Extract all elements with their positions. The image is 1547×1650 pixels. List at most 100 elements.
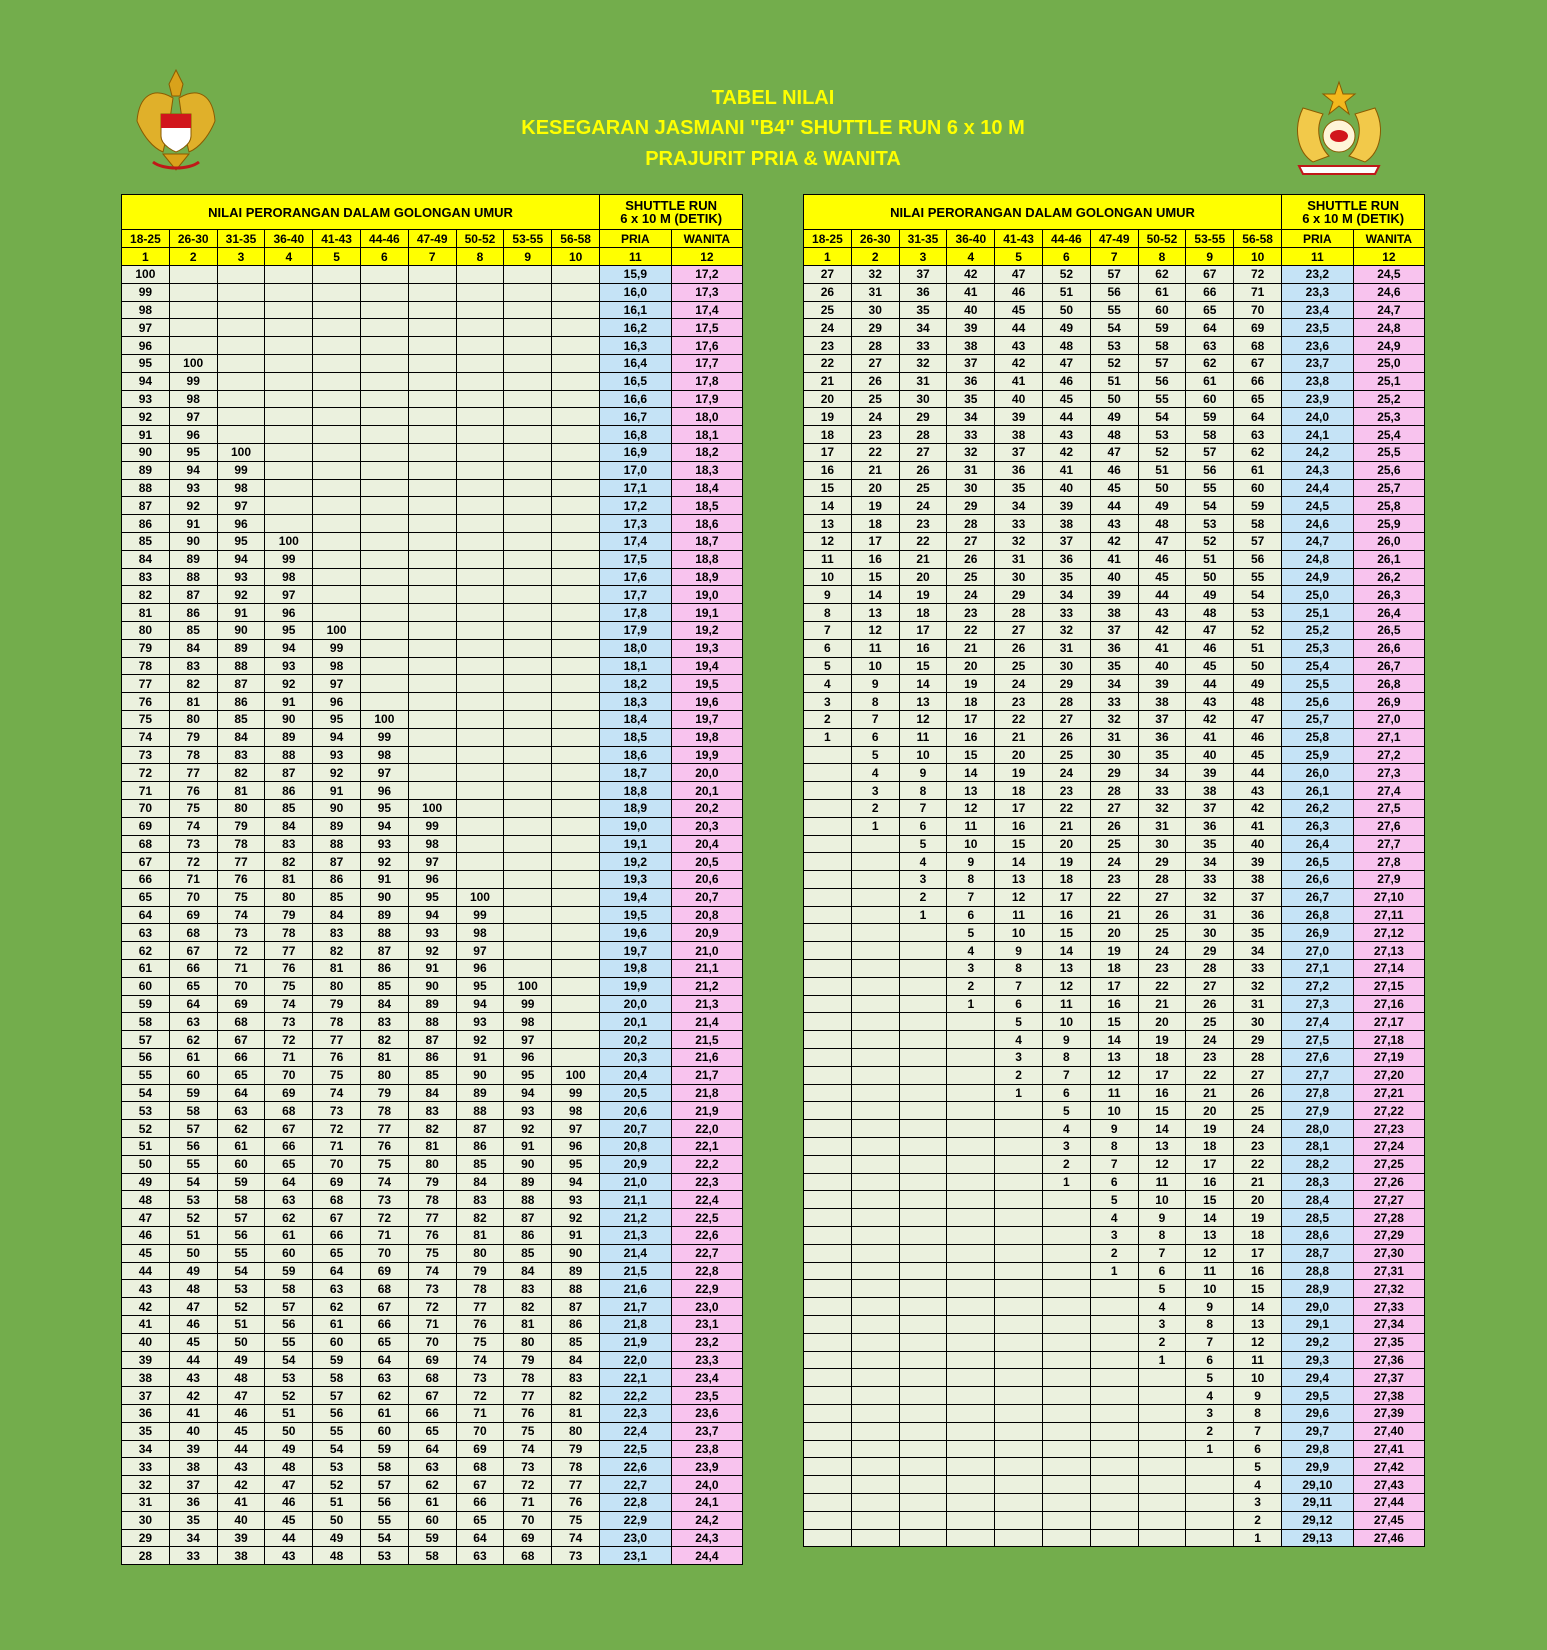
score-cell: 93 bbox=[407, 923, 457, 943]
score-cell: 11 bbox=[803, 549, 852, 569]
score-cell: 57 bbox=[1185, 442, 1235, 462]
score-cell: 90 bbox=[168, 531, 218, 551]
pria-time: 29,2 bbox=[1281, 1332, 1354, 1352]
age-row: 18-25 26-30 31-35 36-40 41-43 44-46 47-49 50-52… bbox=[121, 229, 744, 248]
score-cell: 31 bbox=[1041, 638, 1091, 658]
score-cell bbox=[407, 549, 457, 569]
score-cell bbox=[994, 1101, 1043, 1121]
data-row: 31 36 41 46 51 56 61 66 71 76 22,8 24,1 bbox=[121, 1492, 744, 1512]
column-number: 5 bbox=[312, 247, 361, 266]
score-cell: 1 bbox=[898, 905, 948, 925]
score-cell: 65 bbox=[121, 887, 170, 907]
score-cell: 64 bbox=[1185, 318, 1235, 338]
data-row: 42 47 52 57 62 67 72 77 82 87 21,7 23,0 bbox=[121, 1297, 744, 1317]
score-cell: 33 bbox=[1137, 781, 1187, 800]
wanita-time: 27,3 bbox=[1352, 763, 1426, 783]
score-cell: 62 bbox=[216, 1119, 266, 1139]
score-cell: 3 bbox=[1233, 1492, 1283, 1512]
score-cell: 81 bbox=[407, 1137, 457, 1156]
score-cell bbox=[898, 959, 948, 978]
column-number: 3 bbox=[216, 247, 266, 266]
score-cell: 61 bbox=[312, 1315, 361, 1334]
score-cell bbox=[803, 1172, 852, 1192]
age-group: 53-55 bbox=[503, 229, 553, 248]
score-cell: 17 bbox=[946, 709, 996, 729]
score-cell: 85 bbox=[168, 620, 218, 640]
score-cell: 26 bbox=[1137, 905, 1187, 925]
score-cell: 72 bbox=[121, 763, 170, 783]
score-cell: 60 bbox=[1185, 389, 1235, 409]
score-cell bbox=[503, 620, 553, 640]
score-cell bbox=[264, 460, 314, 480]
age-group: 53-55 bbox=[1185, 229, 1235, 248]
data-row: 64 69 74 79 84 89 94 99 19,5 20,8 bbox=[121, 905, 744, 925]
score-cell: 6 bbox=[803, 638, 852, 658]
pria-time: 21,4 bbox=[599, 1243, 672, 1263]
column-number: 5 bbox=[994, 247, 1043, 266]
data-row: 92 97 16,7 18,0 bbox=[121, 407, 744, 427]
score-cell: 35 bbox=[168, 1510, 218, 1530]
data-row: 3 8 13 18 23 28,1 27,24 bbox=[803, 1137, 1426, 1156]
score-cell: 79 bbox=[312, 994, 361, 1014]
score-cell bbox=[264, 300, 314, 320]
score-cell: 38 bbox=[121, 1368, 170, 1388]
data-row: 70 75 80 85 90 95 100 18,9 20,2 bbox=[121, 798, 744, 818]
age-group: 31-35 bbox=[898, 229, 948, 248]
wanita-time: 18,1 bbox=[670, 425, 744, 444]
pria-time: 24,4 bbox=[1281, 478, 1354, 498]
score-cell: 16 bbox=[1041, 905, 1091, 925]
score-cell: 7 bbox=[994, 976, 1043, 996]
pria-time: 20,5 bbox=[599, 1083, 672, 1103]
data-row: 49 54 59 64 69 74 79 84 89 94 21,0 22,3 bbox=[121, 1172, 744, 1192]
score-cell: 100 bbox=[359, 709, 409, 729]
score-cell bbox=[503, 353, 553, 373]
score-cell: 69 bbox=[312, 1172, 361, 1192]
score-cell: 18 bbox=[994, 781, 1043, 800]
score-cell: 47 bbox=[1041, 353, 1091, 373]
score-cell bbox=[407, 282, 457, 302]
score-cell bbox=[312, 300, 361, 320]
pria-time: 21,9 bbox=[599, 1332, 672, 1352]
score-cell: 29 bbox=[994, 585, 1043, 605]
pria-time: 25,7 bbox=[1281, 709, 1354, 729]
wanita-time: 25,9 bbox=[1352, 514, 1426, 533]
score-cell bbox=[551, 709, 601, 729]
score-cell bbox=[503, 318, 553, 338]
score-cell: 91 bbox=[121, 425, 170, 444]
pria-time: 24,0 bbox=[1281, 407, 1354, 427]
score-cell: 68 bbox=[121, 834, 170, 854]
pria-time: 17,1 bbox=[599, 478, 672, 498]
wanita-time: 20,1 bbox=[670, 781, 744, 800]
score-cell: 4 bbox=[946, 941, 996, 961]
score-cell: 10 bbox=[898, 745, 948, 765]
score-cell bbox=[850, 1048, 900, 1067]
score-cell: 73 bbox=[312, 1101, 361, 1121]
score-cell: 75 bbox=[551, 1510, 601, 1530]
score-cell: 28 bbox=[1233, 1048, 1283, 1067]
pria-time: 22,7 bbox=[599, 1475, 672, 1494]
score-cell bbox=[407, 674, 457, 694]
score-cell: 21 bbox=[946, 638, 996, 658]
score-cell: 14 bbox=[994, 852, 1043, 872]
score-cell: 57 bbox=[168, 1119, 218, 1139]
score-cell: 38 bbox=[1137, 692, 1187, 711]
score-cell bbox=[455, 425, 505, 444]
score-cell: 72 bbox=[312, 1119, 361, 1139]
score-cell: 17 bbox=[850, 531, 900, 551]
score-cell: 44 bbox=[1233, 763, 1283, 783]
data-row: 79 84 89 94 99 18,0 19,3 bbox=[121, 638, 744, 658]
score-cell bbox=[994, 1332, 1043, 1352]
wanita-time: 18,9 bbox=[670, 567, 744, 587]
score-cell bbox=[407, 567, 457, 587]
score-cell bbox=[803, 1208, 852, 1228]
score-cell: 62 bbox=[168, 1030, 218, 1050]
score-cell: 79 bbox=[121, 638, 170, 658]
pria-time: 19,5 bbox=[599, 905, 672, 925]
score-cell: 59 bbox=[1233, 496, 1283, 516]
score-cell: 85 bbox=[312, 887, 361, 907]
wanita-time: 26,3 bbox=[1352, 585, 1426, 605]
score-cell: 68 bbox=[455, 1457, 505, 1477]
score-cell bbox=[455, 727, 505, 747]
score-cell bbox=[803, 1137, 852, 1156]
score-cell bbox=[312, 442, 361, 462]
